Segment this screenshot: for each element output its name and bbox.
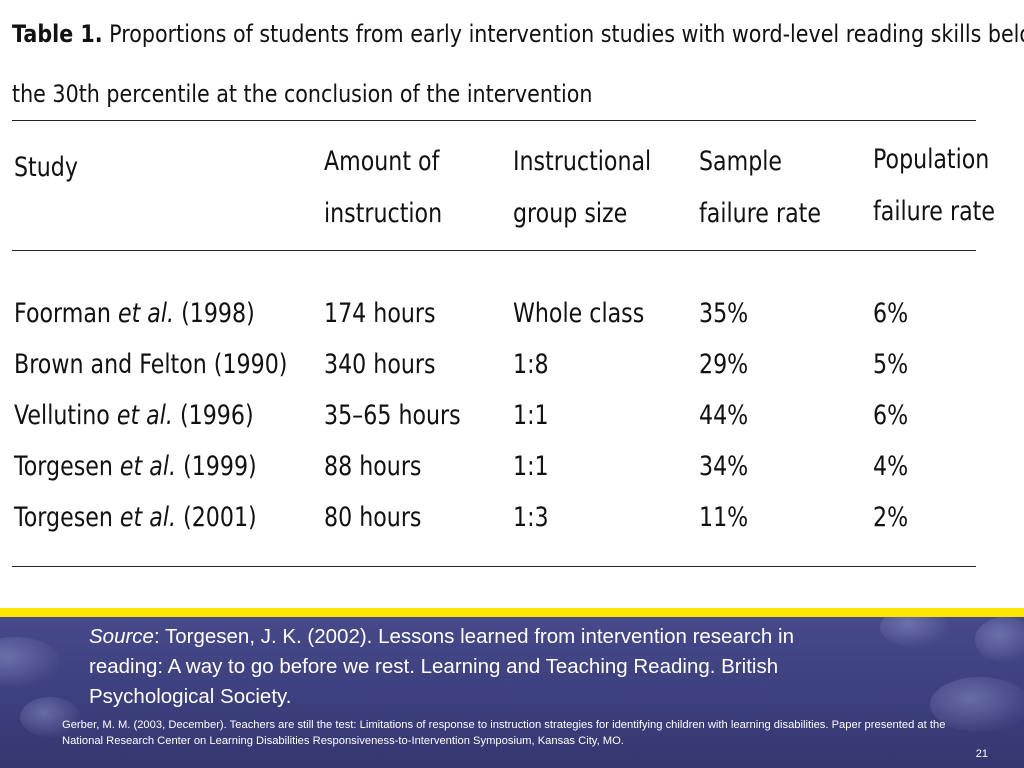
table-row-study: Foorman et al. (1998) bbox=[14, 298, 255, 329]
table-cell-amount: 35–65 hours bbox=[324, 400, 461, 431]
header-population-rate: Population failure rate bbox=[873, 134, 995, 238]
table-cell-population: 4% bbox=[873, 451, 909, 482]
header-sample-line1: Sample bbox=[699, 146, 783, 177]
table-header-rule bbox=[12, 250, 976, 251]
table-label: Table 1. bbox=[12, 20, 103, 48]
table-cell-amount: 340 hours bbox=[324, 349, 436, 380]
source-label: Source bbox=[89, 625, 154, 648]
table-row-study: Brown and Felton (1990) bbox=[14, 349, 288, 380]
header-amount-line1: Amount of bbox=[324, 146, 440, 177]
table-cell-amount: 80 hours bbox=[324, 502, 422, 533]
scanned-table-image: Table 1. Proportions of students from ea… bbox=[12, 4, 1024, 567]
decorative-orb bbox=[880, 617, 950, 647]
header-amount: Amount of instruction bbox=[324, 136, 442, 240]
header-sample-line2: failure rate bbox=[699, 198, 821, 229]
source-reference: Source: Torgesen, J. K. (2002). Lessons … bbox=[89, 622, 869, 712]
column-group-size: Whole class 1:8 1:1 1:1 1:3 bbox=[513, 288, 644, 543]
header-study: Study bbox=[14, 152, 78, 183]
table-cell-population: 2% bbox=[873, 502, 909, 533]
table-cell-population: 5% bbox=[873, 349, 909, 380]
table-row-study: Torgesen et al. (2001) bbox=[14, 502, 257, 533]
table-cell-sample: 34% bbox=[699, 451, 749, 482]
accent-band bbox=[0, 608, 1024, 617]
column-population-rate: 6% 5% 6% 4% 2% bbox=[873, 288, 908, 543]
table-cell-group: 1:3 bbox=[513, 502, 549, 533]
table-cell-group: 1:1 bbox=[513, 400, 549, 431]
table-cell-group: 1:8 bbox=[513, 349, 549, 380]
table-cell-amount: 174 hours bbox=[324, 298, 436, 329]
header-group-line1: Instructional bbox=[513, 146, 652, 177]
table-cell-group: 1:1 bbox=[513, 451, 549, 482]
source-panel: Source: Torgesen, J. K. (2002). Lessons … bbox=[0, 617, 1024, 768]
column-amount: 174 hours 340 hours 35–65 hours 88 hours… bbox=[324, 288, 461, 543]
table-caption: Table 1. Proportions of students from ea… bbox=[12, 4, 1024, 124]
table-cell-group: Whole class bbox=[513, 298, 645, 329]
table-cell-sample: 29% bbox=[699, 349, 749, 380]
table-row-study: Vellutino et al. (1996) bbox=[14, 400, 254, 431]
citation-text: Gerber, M. M. (2003, December). Teachers… bbox=[62, 719, 946, 747]
header-group-size: Instructional group size bbox=[513, 136, 651, 240]
table-cell-sample: 44% bbox=[699, 400, 749, 431]
header-group-line2: group size bbox=[513, 198, 628, 229]
table-cell-population: 6% bbox=[873, 400, 909, 431]
decorative-orb bbox=[930, 677, 1024, 732]
table-cell-sample: 11% bbox=[699, 502, 749, 533]
header-population-line1: Population bbox=[873, 144, 990, 175]
decorative-orb bbox=[20, 697, 80, 737]
column-sample-rate: 35% 29% 44% 34% 11% bbox=[699, 288, 748, 543]
column-study: Foorman et al. (1998) Brown and Felton (… bbox=[14, 288, 287, 543]
table-bottom-rule bbox=[12, 566, 976, 567]
table-cell-amount: 88 hours bbox=[324, 451, 422, 482]
table-cell-population: 6% bbox=[873, 298, 909, 329]
decorative-orb bbox=[975, 617, 1024, 662]
header-amount-line2: instruction bbox=[324, 198, 443, 229]
header-sample-rate: Sample failure rate bbox=[699, 136, 821, 240]
decorative-orb bbox=[0, 637, 60, 687]
table-caption-line2: the 30th percentile at the conclusion of… bbox=[12, 80, 593, 108]
header-population-line2: failure rate bbox=[873, 196, 995, 227]
table-top-rule bbox=[12, 120, 976, 121]
table-caption-line1: Proportions of students from early inter… bbox=[109, 20, 1024, 48]
source-body: : Torgesen, J. K. (2002). Lessons learne… bbox=[89, 625, 794, 708]
table-cell-sample: 35% bbox=[699, 298, 749, 329]
slide-number: 21 bbox=[975, 748, 988, 760]
table-row-study: Torgesen et al. (1999) bbox=[14, 451, 257, 482]
